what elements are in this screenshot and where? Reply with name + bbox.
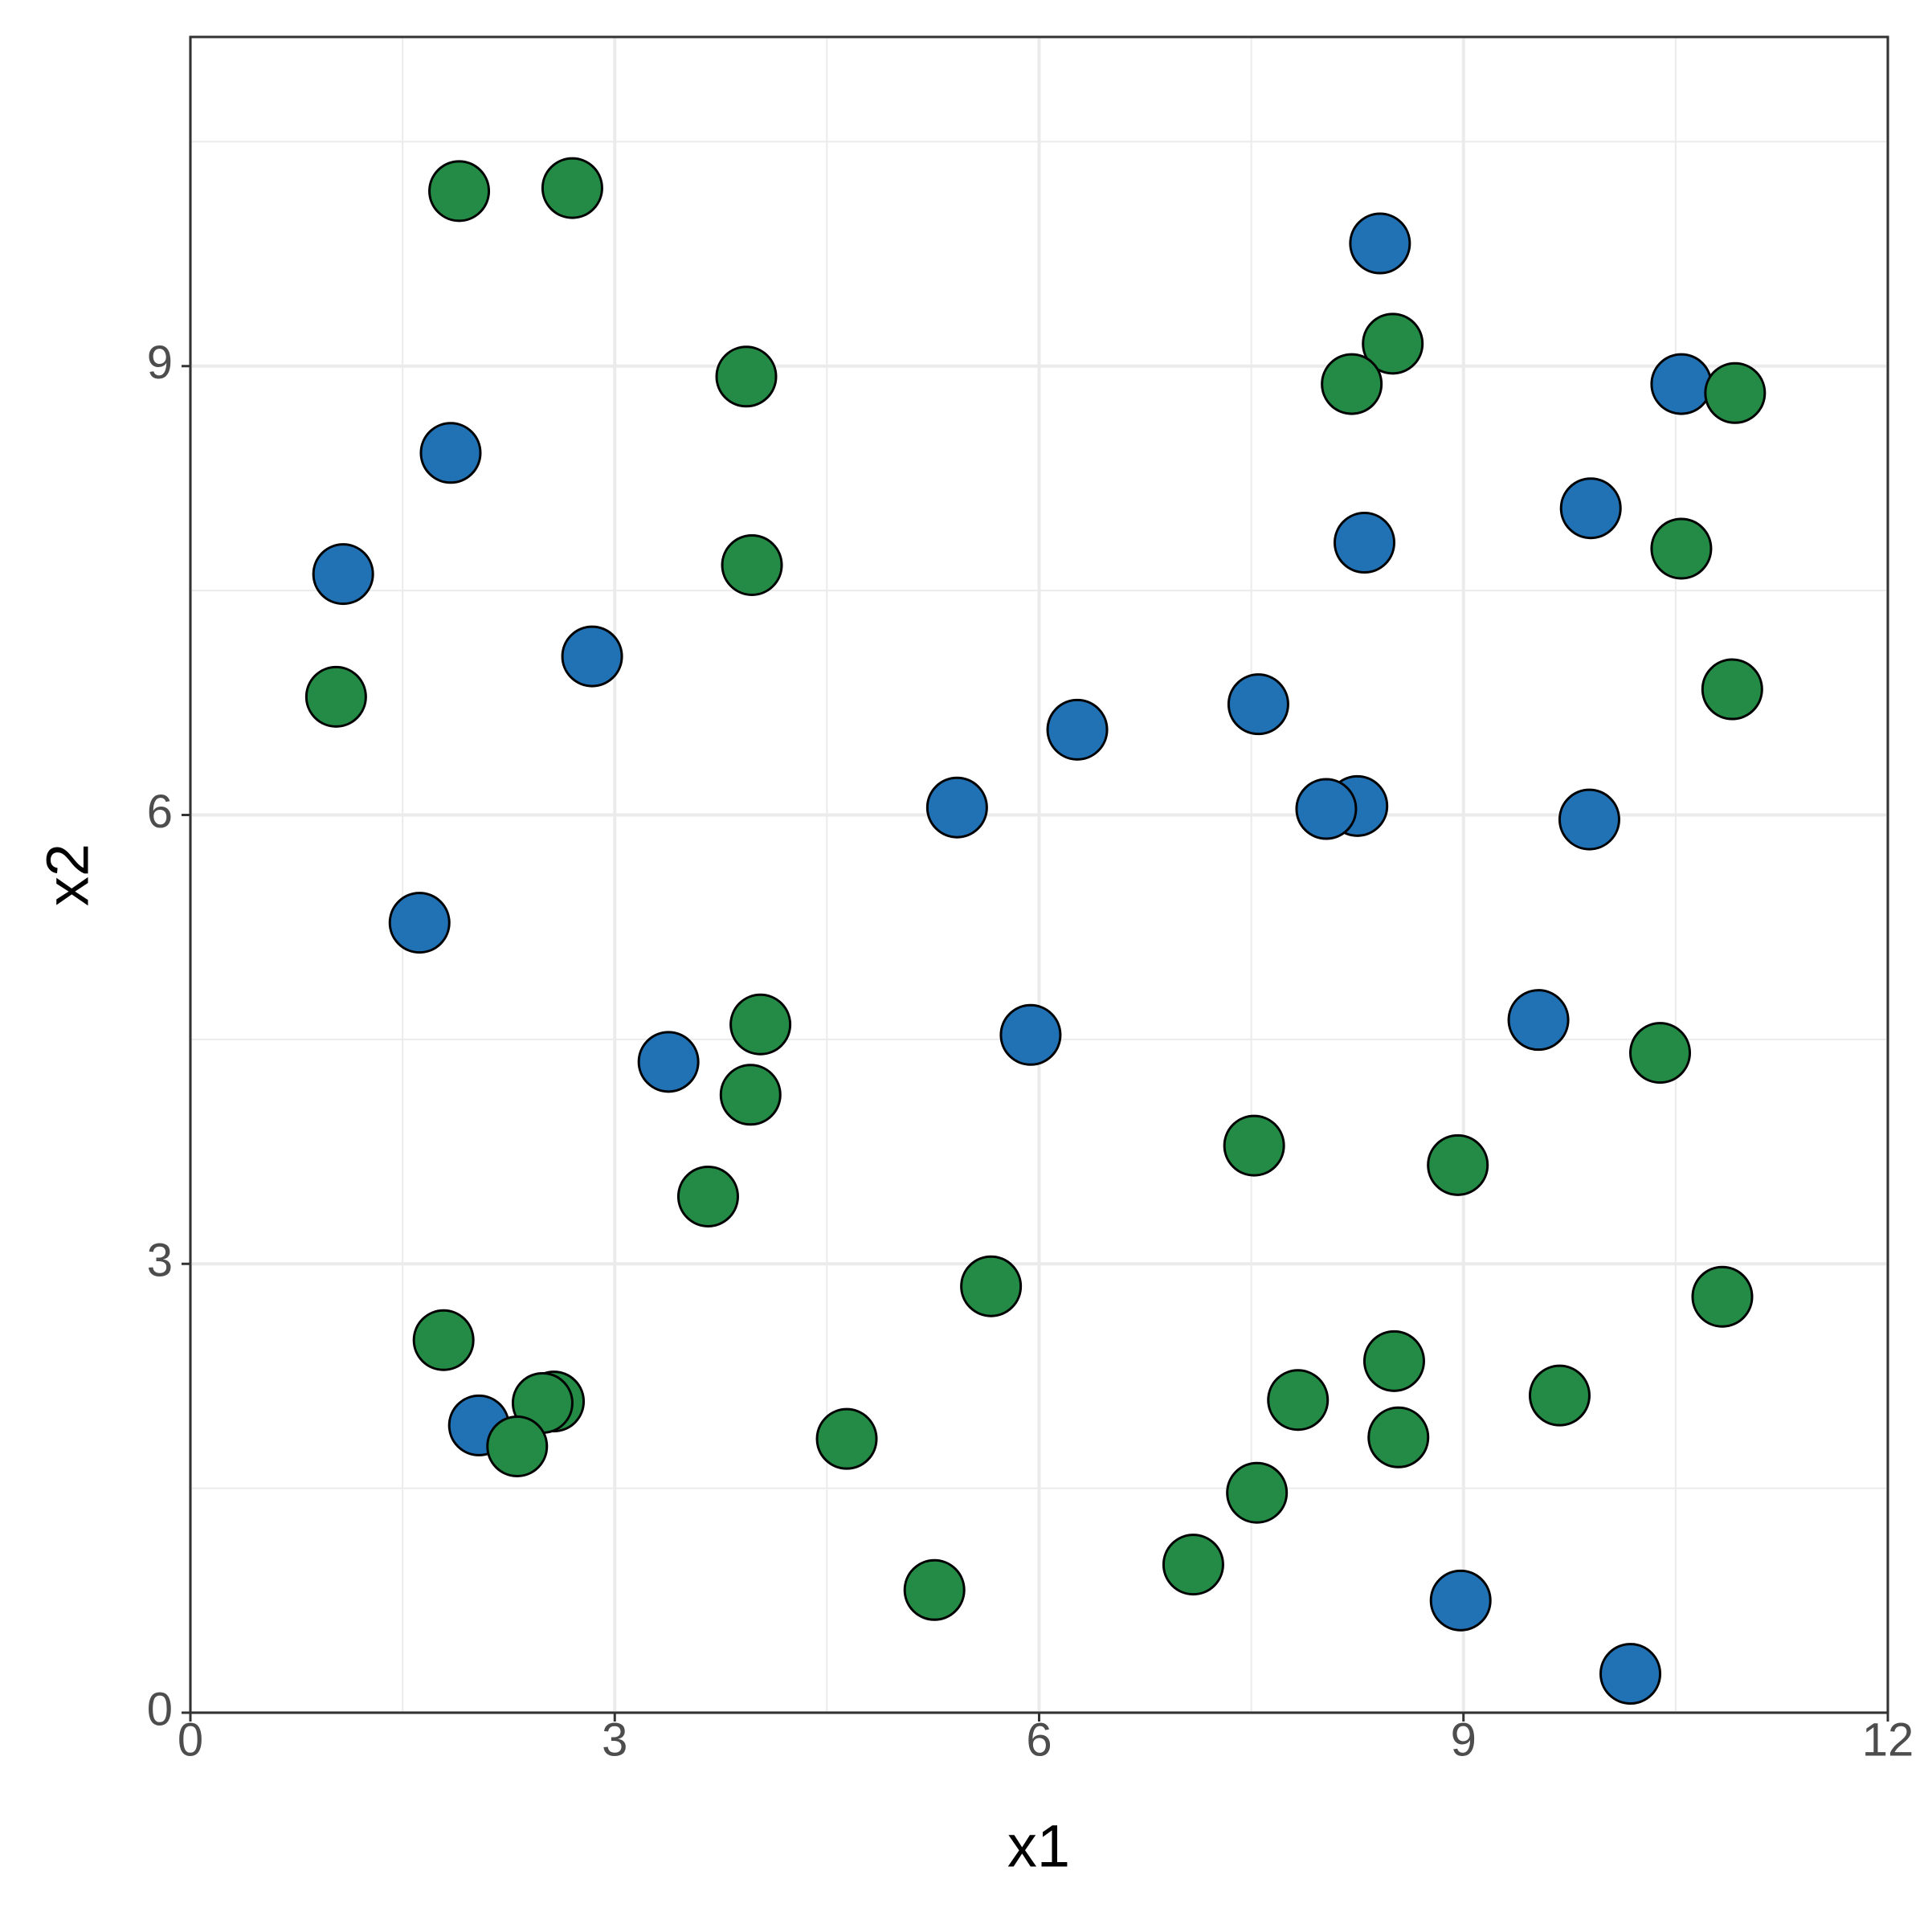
y-tick-label: 6 bbox=[147, 786, 173, 838]
point bbox=[1295, 778, 1358, 840]
point bbox=[1691, 1265, 1754, 1328]
axes: 0 3 6 9 12 0 3 6 9 bbox=[147, 337, 1914, 1766]
point bbox=[721, 533, 783, 596]
point bbox=[1349, 212, 1411, 275]
point bbox=[715, 345, 778, 408]
grid bbox=[189, 37, 1889, 1714]
point bbox=[388, 892, 451, 954]
point bbox=[1162, 1534, 1224, 1596]
x-tick-label: 3 bbox=[602, 1713, 627, 1766]
point bbox=[304, 665, 367, 728]
point bbox=[1333, 512, 1395, 574]
point bbox=[1559, 477, 1622, 540]
x-axis-title: x1 bbox=[1007, 1813, 1070, 1880]
x-tick-label: 12 bbox=[1862, 1713, 1914, 1766]
point bbox=[815, 1407, 878, 1470]
point bbox=[1599, 1643, 1662, 1705]
point bbox=[1226, 1461, 1289, 1524]
point bbox=[1650, 517, 1713, 580]
point bbox=[1629, 1022, 1692, 1084]
point bbox=[1223, 1114, 1285, 1177]
point bbox=[1701, 658, 1763, 721]
point bbox=[676, 1165, 739, 1227]
points bbox=[304, 157, 1767, 1705]
point bbox=[1267, 1369, 1330, 1432]
y-axis-title: x2 bbox=[35, 843, 101, 906]
point bbox=[960, 1255, 1023, 1317]
point bbox=[925, 776, 988, 839]
y-tick-label: 9 bbox=[147, 337, 173, 389]
point bbox=[719, 1064, 782, 1126]
point bbox=[1650, 353, 1713, 415]
point bbox=[419, 422, 482, 484]
point bbox=[1528, 1364, 1591, 1427]
point bbox=[412, 1309, 475, 1371]
point bbox=[1367, 1406, 1430, 1468]
point bbox=[1429, 1569, 1492, 1632]
point bbox=[1427, 1133, 1489, 1196]
point bbox=[903, 1558, 966, 1621]
x-tick-label: 6 bbox=[1026, 1713, 1052, 1766]
point bbox=[637, 1031, 700, 1093]
point bbox=[1046, 698, 1109, 761]
point bbox=[999, 1003, 1062, 1066]
point bbox=[428, 160, 491, 223]
point bbox=[1321, 353, 1383, 415]
point bbox=[1558, 788, 1620, 851]
point bbox=[1362, 312, 1424, 375]
point bbox=[561, 625, 623, 688]
x-tick-label: 0 bbox=[178, 1713, 203, 1766]
y-tick-label: 3 bbox=[147, 1235, 173, 1287]
point bbox=[312, 543, 374, 606]
point bbox=[486, 1415, 549, 1477]
x-tick-label: 9 bbox=[1451, 1713, 1477, 1766]
point bbox=[1227, 673, 1289, 736]
point bbox=[541, 157, 603, 219]
point bbox=[1704, 361, 1767, 424]
point bbox=[729, 993, 792, 1056]
point bbox=[1507, 989, 1570, 1052]
y-tick-label: 0 bbox=[147, 1683, 173, 1735]
point bbox=[1362, 1330, 1425, 1392]
